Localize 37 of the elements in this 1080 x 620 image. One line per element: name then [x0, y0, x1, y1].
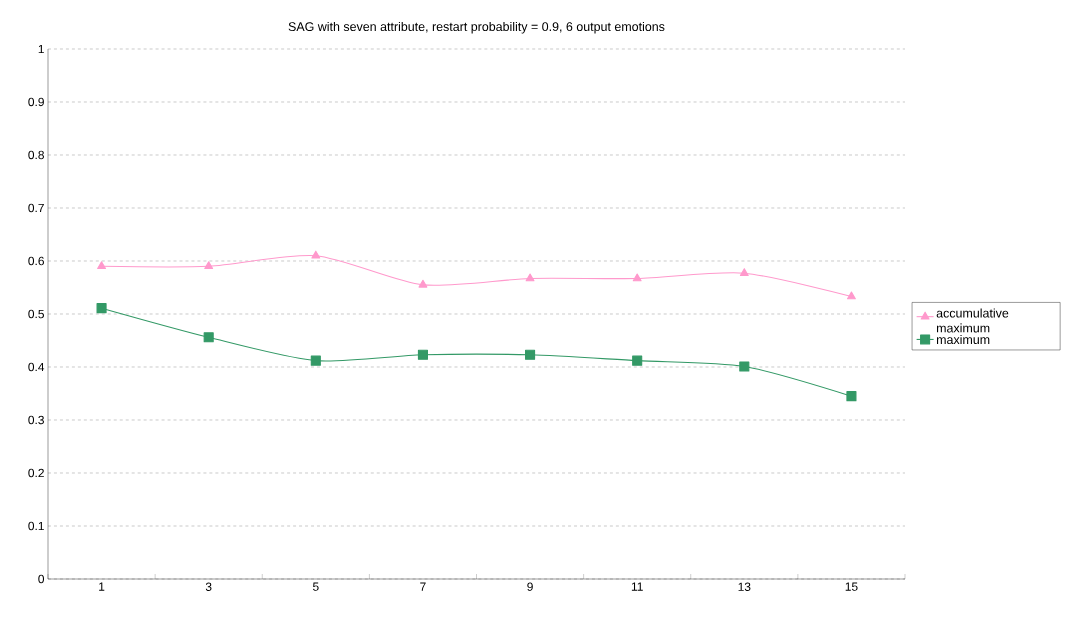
y-tick-label: 0.4	[28, 362, 45, 372]
point	[739, 361, 750, 372]
point	[525, 349, 536, 360]
x-tick-label: 5	[312, 582, 319, 591]
x-tick-label: 11	[631, 582, 643, 591]
point	[96, 303, 107, 314]
point	[632, 355, 643, 366]
y-tick-label: 0.5	[28, 309, 44, 319]
y-tick-label: 1	[38, 44, 44, 54]
legend-label: maximum	[936, 334, 990, 345]
y-tick-label: 0.6	[28, 256, 44, 266]
y-tick-label: 0.7	[28, 203, 44, 213]
x-tick-label: 13	[738, 582, 751, 591]
x-tick-label: 9	[527, 582, 533, 591]
y-tick-label: 0.8	[28, 150, 44, 160]
point	[739, 268, 749, 276]
point	[846, 291, 856, 300]
x-tick-label: 15	[845, 582, 858, 591]
y-tick-label: 0.3	[28, 415, 44, 425]
y-tick-label: 0	[38, 574, 45, 584]
y-tick-label: 0.2	[28, 468, 44, 478]
x-tick-label: 7	[420, 582, 426, 591]
point	[418, 279, 428, 288]
point	[632, 273, 642, 282]
point	[310, 355, 321, 366]
chart-title: SAG with seven attribute, restart probability = 0.9, 6 output emotions	[288, 21, 665, 34]
point	[97, 261, 107, 270]
x-tick-label: 3	[205, 582, 212, 591]
y-tick-label: 0.1	[28, 521, 44, 531]
point	[417, 349, 428, 360]
x-tick-label: 1	[99, 582, 105, 591]
point	[525, 273, 535, 282]
point	[204, 261, 214, 270]
point	[203, 332, 214, 343]
point	[846, 391, 857, 402]
y-tick-label: 0.9	[28, 97, 44, 107]
point	[311, 250, 321, 259]
